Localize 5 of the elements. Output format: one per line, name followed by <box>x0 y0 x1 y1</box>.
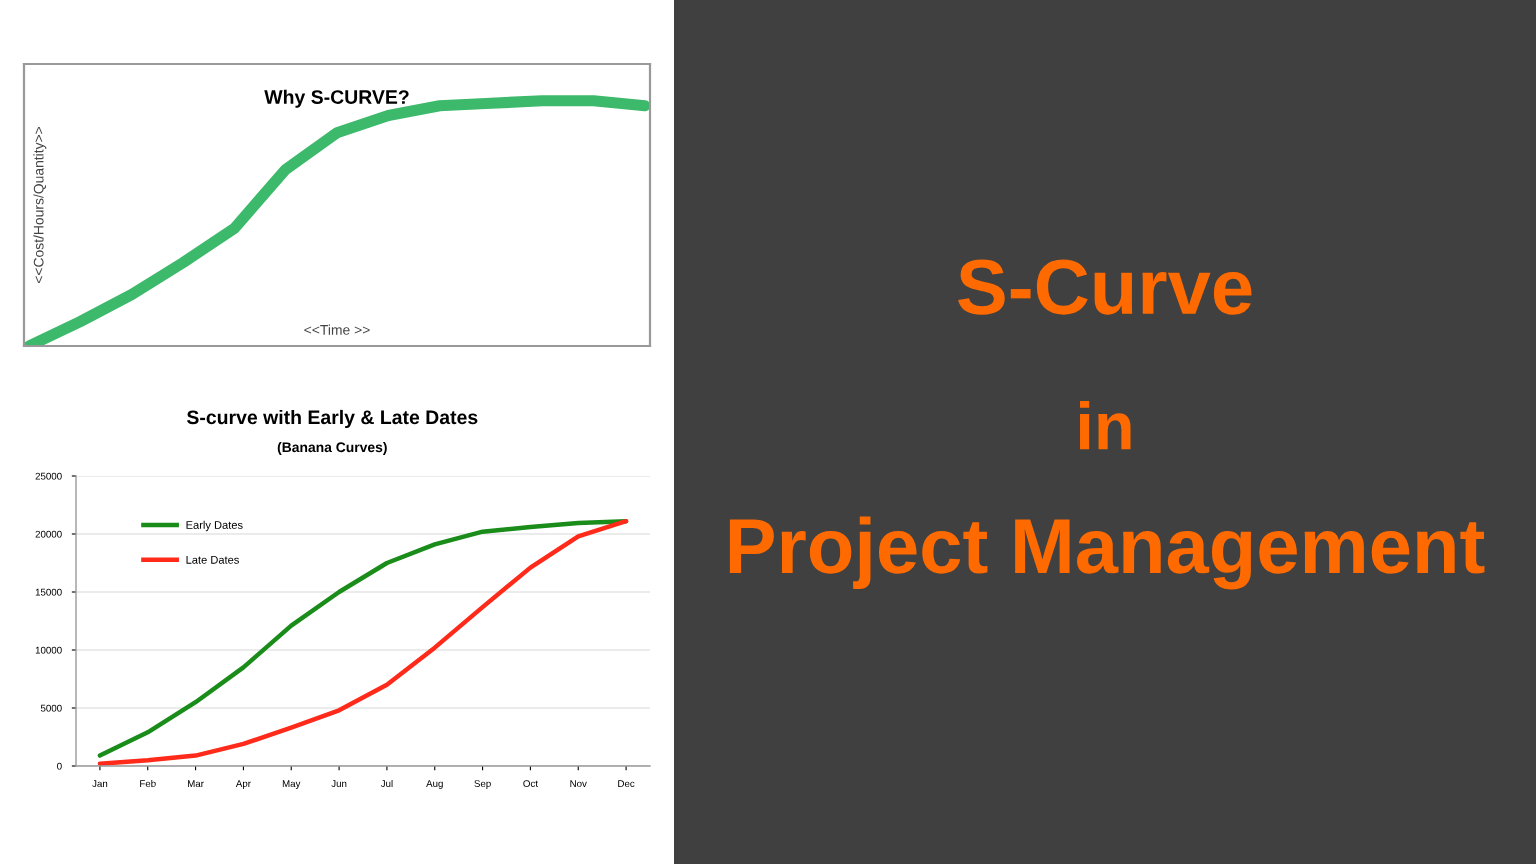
chart-title: Why S-CURVE? <box>264 89 409 108</box>
text: in <box>1080 400 1131 450</box>
text: Project Management <box>729 516 1485 590</box>
chart-title: S-curve with Early & Late Dates <box>186 409 478 429</box>
text: S-Curve <box>958 259 1252 315</box>
